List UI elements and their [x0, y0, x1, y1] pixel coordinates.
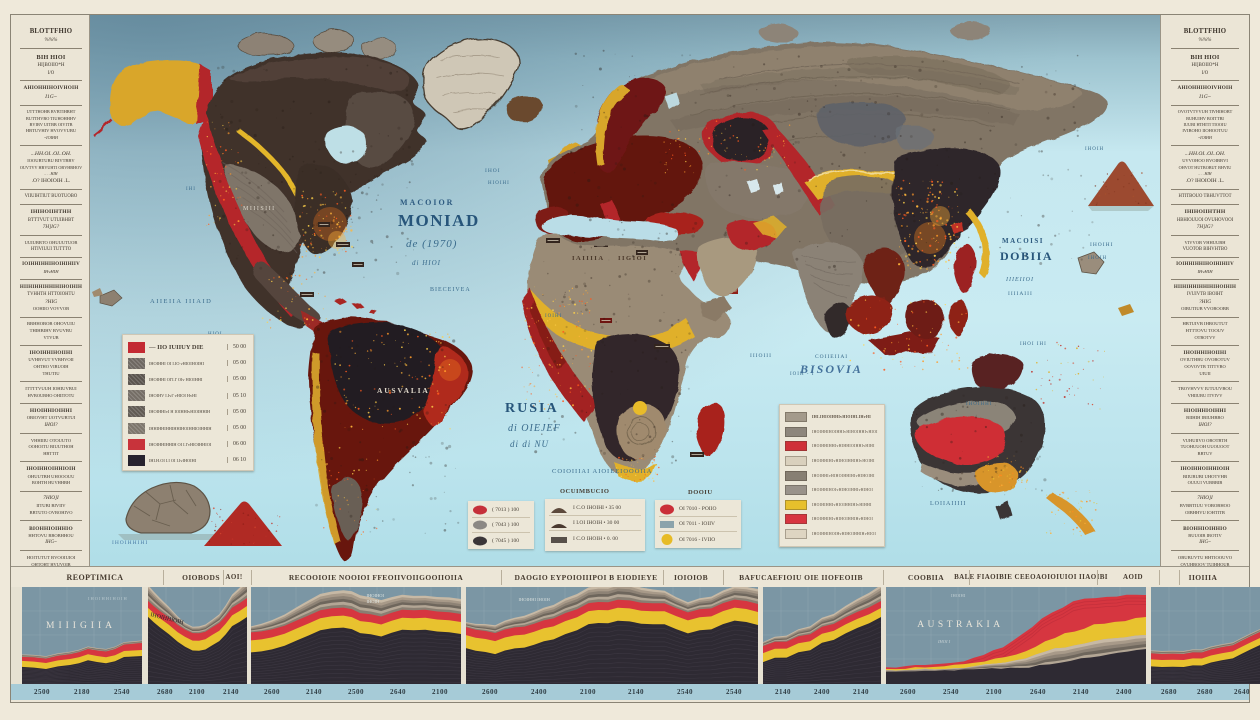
svg-text:IHOIH: IHOIH: [367, 599, 380, 604]
svg-text:BISOVIA: BISOVIA: [799, 362, 863, 376]
svg-text:LOIIAIIIII: LOIIAIIIII: [930, 501, 966, 507]
svg-text:IIGIOI: IIGIOI: [618, 255, 647, 262]
svg-text:IIIEIIOI: IIIEIIOI: [1005, 277, 1034, 283]
svg-text:IHI: IHI: [186, 187, 196, 192]
svg-text:di di NU: di di NU: [510, 439, 549, 449]
svg-text:MACOISI: MACOISI: [1002, 237, 1044, 245]
svg-text:IHOIH: IHOIH: [1088, 256, 1107, 261]
svg-text:IHOIHI: IHOIHI: [1090, 242, 1113, 248]
svg-text:IHOIHI: IHOIHI: [951, 593, 966, 598]
svg-text:COIIEIIAI: COIIEIIAI: [815, 354, 848, 360]
svg-text:BIECEIVEA: BIECEIVEA: [430, 287, 471, 293]
svg-text:IIIOIII: IIIOIII: [750, 353, 772, 359]
svg-text:IHOIHHIHI: IHOIHHIHI: [112, 540, 148, 546]
svg-text:IIIIAIII: IIIIAIII: [1008, 291, 1033, 297]
svg-text:MONIAD: MONIAD: [398, 211, 480, 230]
svg-text:di OIEJEF: di OIEJEF: [508, 423, 561, 434]
svg-text:DOBIIA: DOBIIA: [1000, 249, 1053, 263]
svg-text:IHOI: IHOI: [485, 168, 501, 174]
svg-text:MIIISIII: MIIISIII: [243, 206, 276, 212]
svg-text:COIOIIIAI AIOIEEIOOOIIA: COIOIIIAI AIOIEEIOOOIIA: [552, 468, 652, 475]
svg-text:de (1970): de (1970): [406, 238, 457, 250]
svg-text:HIOIHI: HIOIHI: [488, 181, 510, 186]
svg-text:IHOIHHI: IHOIHHI: [966, 402, 992, 407]
svg-text:IHOI I: IHOI I: [937, 639, 951, 644]
svg-text:IHOIHOI: IHOIHOI: [367, 593, 385, 598]
svg-text:AUSVALIA: AUSVALIA: [377, 386, 430, 395]
svg-text:IHOIHHI IHOIH: IHOIHHI IHOIH: [519, 597, 551, 602]
svg-text:IHOIH: IHOIH: [1085, 147, 1104, 152]
svg-text:AIIEIIA IIIAID: AIIEIIA IIIAID: [150, 298, 212, 305]
svg-text:IHOI IHI: IHOI IHI: [1020, 342, 1047, 347]
svg-text:IOIH - I: IOIH - I: [790, 372, 814, 377]
svg-text:IOIHI: IOIHI: [545, 314, 562, 319]
svg-text:AUSTRAKIA: AUSTRAKIA: [917, 620, 1003, 630]
svg-text:MACOIOR: MACOIOR: [400, 198, 454, 207]
svg-text:RUSIA: RUSIA: [505, 401, 559, 416]
svg-text:IAIIIIA: IAIIIIA: [572, 255, 605, 262]
svg-text:MIIIGIIA: MIIIGIIA: [46, 621, 116, 631]
svg-text:IHOIHHIHOIH: IHOIHHIHOIH: [88, 596, 128, 601]
svg-text:di HIOI: di HIOI: [412, 259, 441, 267]
